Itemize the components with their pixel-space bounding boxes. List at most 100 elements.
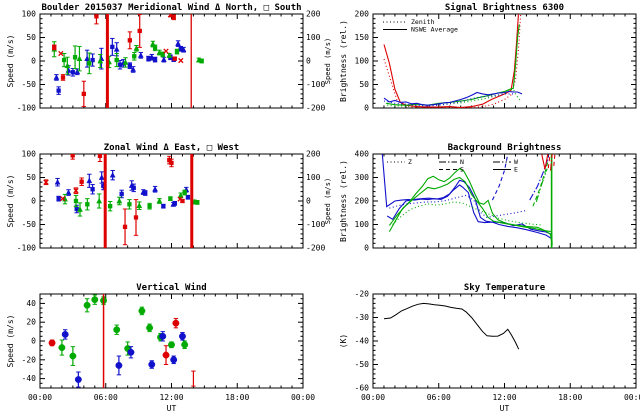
series-green-2: [388, 176, 553, 245]
legend: Z NS WE: [387, 158, 518, 174]
panel-signal-brightness: Signal Brightness 6300 200 150 100 50 0 Bright…: [339, 2, 637, 113]
panel-title: Background Brightness: [448, 142, 562, 153]
right-y-axis-label: Speed (m/s): [324, 178, 332, 224]
series-green-zenith: [392, 201, 542, 226]
y-tick-label: 200: [355, 10, 370, 19]
y-axis: [40, 13, 303, 109]
y-axis-label: Speed (m/s): [6, 35, 15, 88]
x-tick-label: 00:00: [291, 393, 315, 402]
y-tick-label: -100: [17, 244, 36, 253]
x-axis: [372, 294, 637, 388]
y-tick-label: -100: [17, 104, 36, 113]
series-red-west: [553, 154, 556, 166]
y-tick-label: 0: [31, 57, 36, 66]
y-tick-label: -50: [22, 220, 37, 229]
legend-label: Zenith: [411, 18, 435, 26]
right-y-tick-label: 200: [306, 10, 321, 19]
series-blue-zenith: [389, 194, 527, 218]
scatter-east-green: [62, 192, 198, 217]
y-tick-label: 100: [355, 220, 370, 229]
y-tick-label: 50: [26, 33, 36, 42]
x-tick-label: 00:00: [361, 393, 385, 402]
plot-frame: [372, 293, 637, 389]
y-tick-label: 300: [355, 173, 370, 182]
y-axis-label: Brightness (rel.): [339, 20, 348, 102]
scatter-vertical-red: [48, 317, 180, 365]
scatter-flagged-red-sq: [70, 154, 185, 246]
x-axis: [372, 154, 637, 248]
y-tick-label: 100: [355, 57, 370, 66]
legend-label: E: [514, 166, 518, 174]
right-y-tick-label: -200: [306, 244, 325, 253]
y-tick-label: -40: [355, 337, 370, 346]
y-tick-label: 50: [359, 80, 369, 89]
y-tick-label: 400: [355, 150, 370, 159]
y-tick-label: 40: [26, 299, 36, 308]
legend-label: Z: [408, 158, 412, 166]
y-axis-label: (K): [339, 334, 348, 348]
scatter-south-blue: [56, 37, 184, 95]
y-tick-label: 150: [355, 33, 370, 42]
panel-title: Sky Temperature: [464, 283, 546, 293]
scatter-flagged-red-x: [58, 14, 184, 64]
y-tick-label: 0: [364, 244, 369, 253]
x-tick-label: 06:00: [427, 393, 451, 402]
right-y-tick-label: -100: [306, 80, 325, 89]
right-y-axis-label: Speed (m/s): [324, 38, 332, 84]
series-green-south: [532, 160, 549, 207]
y-tick-label: -30: [355, 313, 370, 322]
y-axis: [373, 293, 636, 389]
series-green-zenith: [387, 88, 522, 107]
y-tick-label: 20: [26, 318, 36, 327]
x-axis-label: UT: [167, 404, 177, 413]
series-red-south: [547, 154, 551, 169]
series-blue-average: [381, 154, 553, 238]
series-red-east: [541, 154, 549, 170]
panel-title: Vertical Wind: [136, 282, 206, 293]
scatter-vertical-blue: [61, 329, 186, 388]
scatter-west-green: [73, 189, 200, 212]
scatter-south-green: [61, 44, 204, 75]
y-axis-label: Speed (m/s): [6, 315, 15, 368]
series-sky-temperature-line: [383, 302, 520, 350]
x-tick-label: 00:00: [624, 393, 640, 402]
x-tick-label: 18:00: [558, 393, 582, 402]
y-axis: [373, 13, 636, 109]
y-axis-label: Speed (m/s): [6, 175, 15, 228]
y-tick-label: 0: [31, 197, 36, 206]
right-y-tick-label: -100: [306, 220, 325, 229]
series-blue-average: [383, 90, 523, 106]
panel-title: Boulder 2015037 Meridional Wind Δ North,…: [41, 2, 301, 13]
y-axis: [373, 153, 636, 249]
x-axis: [372, 14, 637, 108]
y-axis-label: Brightness (rel.): [339, 160, 348, 242]
y-axis: [40, 293, 303, 389]
legend-label: W: [514, 158, 518, 166]
x-tick-label: 18:00: [225, 393, 249, 402]
y-tick-label: 100: [22, 10, 37, 19]
x-tick-label: 00:00: [28, 393, 52, 402]
series-green-average: [388, 167, 553, 246]
right-y-tick-label: 0: [306, 197, 311, 206]
y-tick-label: 200: [355, 197, 370, 206]
panel-vertical-wind: Vertical Wind 00:00 06:00 12:00 18:00 00:00 UT…: [6, 282, 315, 413]
y-tick-label: 50: [26, 173, 36, 182]
x-tick-label: 12:00: [492, 393, 516, 402]
panel-background-brightness: Background Brightness 400 300 200 100 0 Bright…: [339, 142, 637, 253]
y-tick-label: -20: [355, 290, 370, 299]
scatter-red-errorbar-only: [191, 370, 196, 387]
plot-frame: [39, 293, 304, 389]
panel-sky-temperature: Sky Temperature 00:00 06:00 12:00 18:00 00:00…: [339, 283, 640, 413]
y-tick-label: -20: [22, 355, 37, 364]
scatter-flagged-red-x: [43, 179, 183, 202]
series-green-west: [535, 168, 548, 203]
right-y-tick-label: 100: [306, 173, 321, 182]
right-y-tick-label: 100: [306, 33, 321, 42]
legend-label: S: [460, 166, 464, 174]
x-axis: [39, 294, 304, 388]
panel-title: Signal Brightness 6300: [445, 2, 564, 13]
plot-frame: [372, 153, 637, 249]
panel-title: Zonal Wind Δ East, □ West: [104, 142, 239, 153]
